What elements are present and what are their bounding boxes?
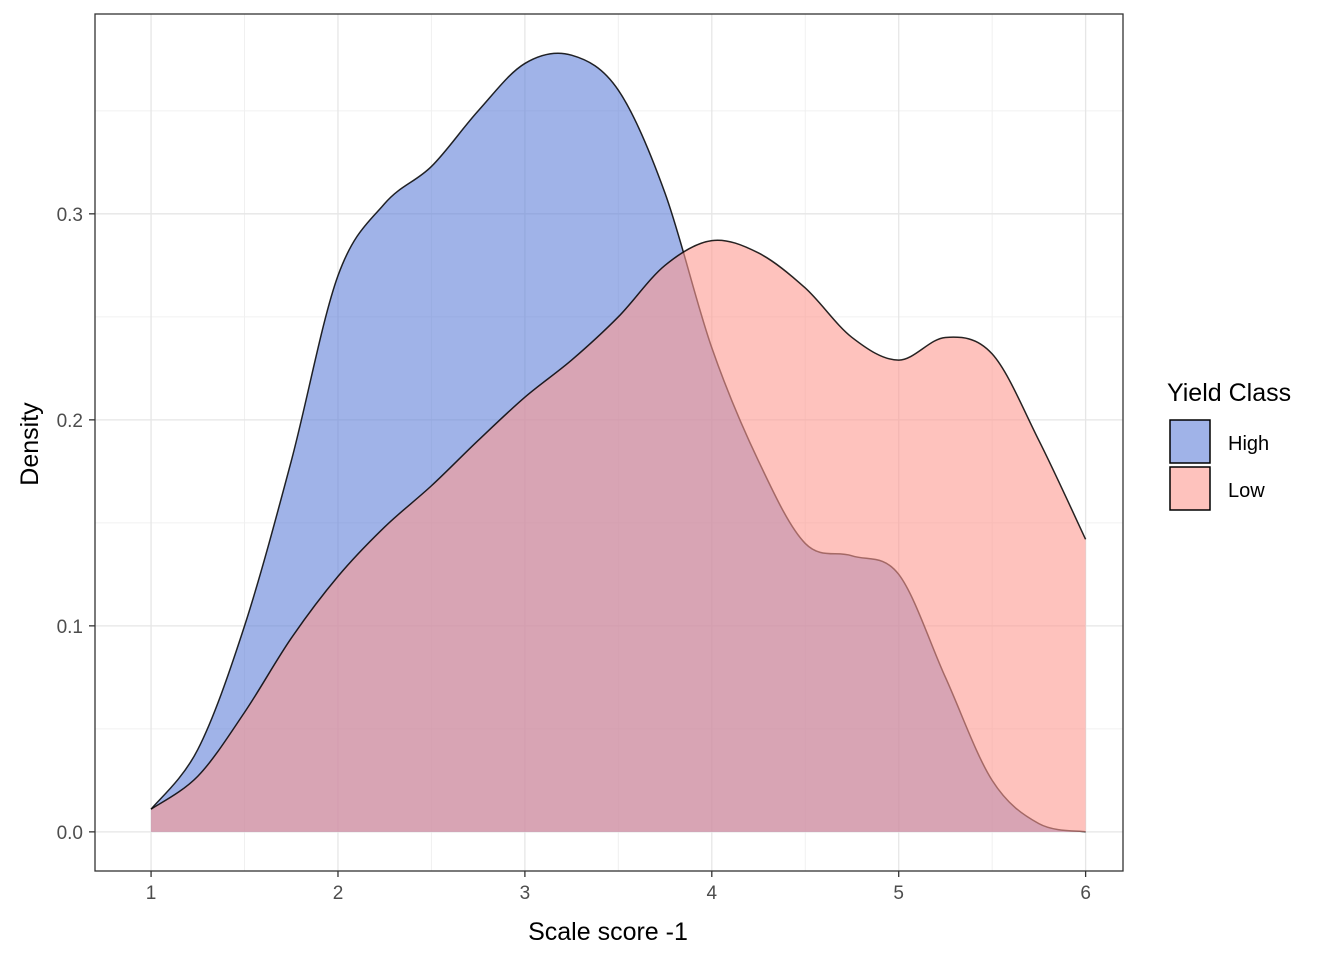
legend-label-high: High — [1228, 433, 1269, 455]
x-tick-label: 4 — [707, 883, 718, 904]
density-areas — [150, 52, 1087, 833]
y-tick-label: 0.3 — [57, 205, 83, 226]
y-tick-label: 0.1 — [57, 617, 83, 638]
x-tick-label: 6 — [1080, 883, 1091, 904]
x-tick-label: 2 — [333, 883, 344, 904]
legend-swatch-high — [1169, 419, 1211, 464]
x-tick-label: 5 — [893, 883, 904, 904]
panel-border — [94, 13, 1124, 872]
legend-label-low: Low — [1228, 480, 1265, 502]
axes: 1 2 3 4 5 6 0.0 0.1 0.2 0.3 — [57, 205, 1091, 904]
x-tick-label: 3 — [520, 883, 531, 904]
density-area-low — [151, 240, 1086, 832]
x-axis-title: Scale score -1 — [528, 918, 688, 946]
x-tick-label: 1 — [146, 883, 157, 904]
legend-swatch-low — [1169, 466, 1211, 511]
y-tick-label: 0.0 — [57, 823, 83, 844]
y-tick-label: 0.2 — [57, 411, 83, 432]
y-axis-title: Density — [16, 402, 44, 486]
density-line-low — [150, 239, 1087, 810]
legend: Yield Class High Low — [1167, 379, 1291, 511]
legend-title: Yield Class — [1167, 379, 1291, 407]
